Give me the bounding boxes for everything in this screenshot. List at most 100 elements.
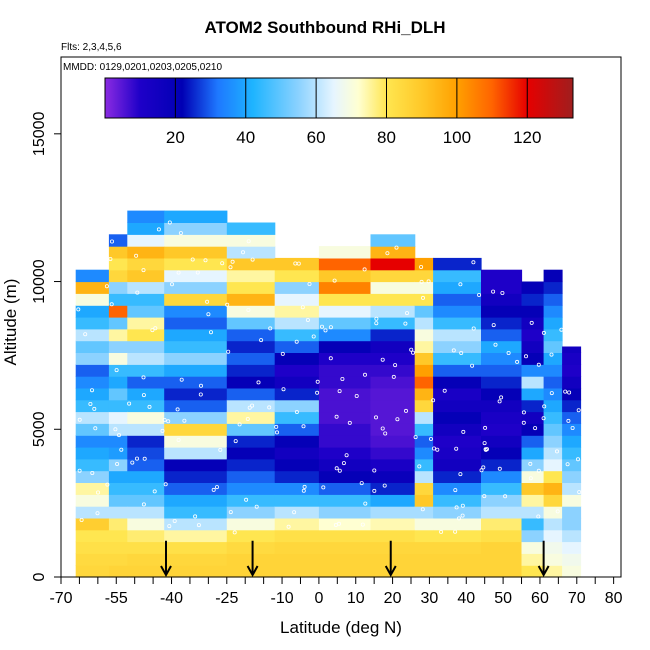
- heatmap-cell: [433, 541, 482, 554]
- heatmap-cell: [370, 399, 416, 413]
- sample-marker: [319, 324, 324, 329]
- sample-marker: [302, 484, 307, 489]
- heatmap-cell: [164, 411, 228, 424]
- heatmap-cell: [274, 482, 320, 495]
- sample-marker: [458, 472, 463, 477]
- sample-marker: [435, 447, 440, 452]
- heatmap-cell: [108, 482, 128, 495]
- heatmap-cell: [370, 364, 416, 377]
- sample-marker: [245, 416, 250, 421]
- y-axis-label: Altitude (m): [1, 279, 20, 366]
- sample-marker: [567, 390, 572, 395]
- heatmap-cell: [108, 423, 128, 436]
- sample-marker: [541, 330, 546, 335]
- heatmap-cell: [274, 411, 320, 424]
- sample-marker: [214, 485, 219, 490]
- colorbar-tick-label: 120: [513, 128, 541, 147]
- heatmap-cell: [318, 328, 372, 342]
- heatmap-cell: [127, 328, 165, 342]
- heatmap-cell: [481, 517, 523, 531]
- sample-marker: [268, 326, 273, 331]
- heatmap-cell: [543, 447, 563, 460]
- sample-marker: [385, 251, 390, 256]
- heatmap-cell: [562, 565, 582, 578]
- heatmap-cell: [318, 458, 372, 472]
- sample-marker: [323, 328, 328, 333]
- sample-markers-layer: [76, 220, 582, 535]
- sample-marker: [141, 268, 146, 273]
- x-tick-label: 30: [421, 590, 439, 607]
- heatmap-cell: [108, 257, 128, 271]
- heatmap-cell: [164, 399, 228, 413]
- sample-marker: [160, 428, 165, 433]
- sample-marker: [528, 461, 533, 466]
- heatmap-cell: [274, 364, 320, 377]
- heatmap-cell: [521, 293, 545, 306]
- sample-marker: [147, 404, 152, 409]
- heatmap-cell: [108, 234, 128, 247]
- sample-marker: [153, 326, 158, 331]
- heatmap-cell: [274, 458, 320, 472]
- sample-marker: [233, 439, 238, 444]
- heatmap-cell: [521, 340, 545, 353]
- heatmap-cell: [75, 376, 110, 389]
- heatmap-cell: [543, 317, 563, 330]
- heatmap-cell: [274, 529, 320, 543]
- heatmap-cell: [127, 399, 165, 413]
- heatmap-cell: [127, 222, 165, 235]
- sample-marker: [274, 424, 279, 429]
- sample-marker: [286, 524, 291, 529]
- heatmap-cell: [370, 293, 416, 306]
- sample-marker: [90, 388, 95, 393]
- heatmap-cell: [414, 376, 434, 389]
- sample-marker: [536, 468, 541, 473]
- sample-marker: [175, 407, 180, 412]
- sample-marker: [77, 468, 82, 473]
- heatmap-cell: [562, 447, 582, 460]
- heatmap-cell: [226, 293, 276, 306]
- sample-marker: [382, 483, 387, 488]
- sample-marker: [576, 457, 581, 462]
- sample-marker: [439, 529, 444, 534]
- heatmap-cell: [108, 340, 128, 353]
- sample-marker: [374, 316, 379, 321]
- sample-marker: [549, 352, 554, 357]
- sample-marker: [521, 410, 526, 415]
- sample-marker: [321, 485, 326, 490]
- heatmap-cell: [318, 364, 372, 377]
- heatmap-cell: [164, 494, 228, 507]
- sample-marker: [226, 349, 231, 354]
- sample-marker: [404, 311, 409, 316]
- colorbar-tick-label: 80: [377, 128, 396, 147]
- sample-marker: [394, 245, 399, 250]
- heatmap-cell: [481, 387, 523, 401]
- sample-marker: [208, 330, 213, 335]
- colorbar-tick-label: 60: [307, 128, 326, 147]
- heatmap-cell: [318, 387, 372, 401]
- sample-marker: [363, 501, 368, 506]
- heatmap-cell: [481, 352, 523, 365]
- sample-marker: [428, 436, 433, 441]
- sample-marker: [410, 350, 415, 355]
- y-tick-label: 10000: [31, 259, 48, 304]
- sample-marker: [442, 388, 447, 393]
- heatmap-cell: [226, 458, 276, 472]
- heatmap-cell: [481, 482, 523, 495]
- heatmap-cell: [370, 482, 416, 495]
- down-arrow: [246, 540, 259, 578]
- heatmap-cell: [318, 246, 372, 259]
- sample-marker: [456, 516, 461, 521]
- heatmap-cell: [274, 293, 320, 306]
- sample-marker: [79, 518, 84, 523]
- sample-marker: [250, 257, 255, 262]
- heatmap-cell: [433, 529, 482, 543]
- heatmap-cell: [433, 340, 482, 353]
- heatmap-cell: [164, 423, 228, 436]
- heatmap-cell: [127, 541, 165, 554]
- heatmap-cell: [414, 293, 434, 306]
- sample-marker: [141, 502, 146, 507]
- heatmap-cell: [318, 352, 372, 365]
- heatmap-cell: [127, 340, 165, 353]
- sample-marker: [244, 497, 249, 502]
